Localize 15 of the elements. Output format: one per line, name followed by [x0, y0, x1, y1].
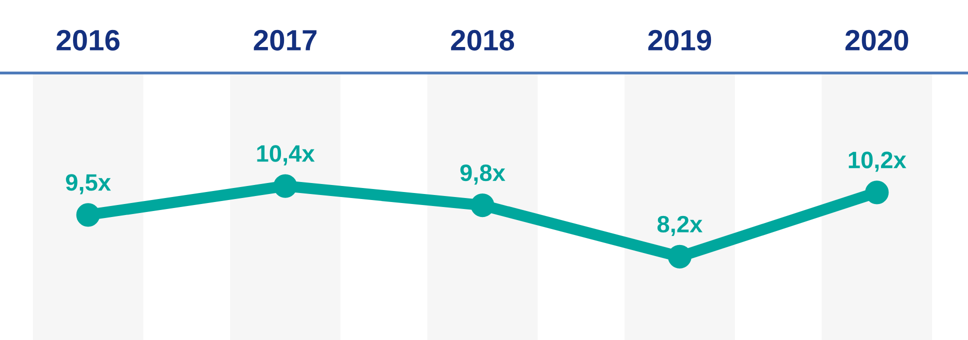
data-label: 10,4x [257, 145, 315, 166]
x-tick-label: 2020 [845, 30, 908, 51]
point [76, 203, 100, 227]
data-label: 9,5x [66, 174, 111, 194]
data-label: 9,8x [460, 164, 506, 185]
x-tick-label: 2019 [648, 30, 712, 51]
point [865, 180, 889, 204]
x-tick-label: 2016 [56, 30, 120, 51]
data-label: 10,2x [848, 152, 906, 172]
x-tick-label: 2018 [451, 30, 514, 51]
data-label: 8,2x [657, 216, 703, 236]
point [470, 193, 494, 218]
point [668, 244, 692, 268]
point [273, 174, 298, 198]
x-tick-label: 2017 [254, 30, 316, 51]
